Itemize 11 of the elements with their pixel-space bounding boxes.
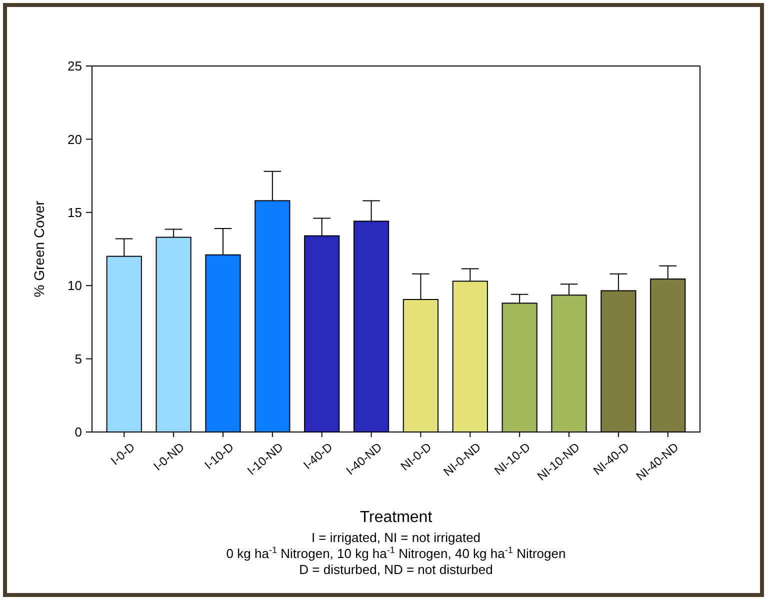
- y-tick-label: 5: [74, 351, 82, 366]
- x-axis-title: Treatment: [360, 509, 433, 526]
- y-tick-label: 15: [68, 204, 82, 220]
- y-tick-label: 20: [68, 132, 82, 147]
- text: I = irrigated, NI = not irrigated: [311, 530, 481, 545]
- y-tick-label: 25: [68, 58, 82, 74]
- y-tick-label: 10: [68, 278, 82, 294]
- text: 0 kg ha$^{-1}$ Nitrogen, 10 kg ha$^{-1}$ Nitrogen, 40 kg ha$^{-1}$ Nitrogen: [226, 545, 566, 561]
- y-tick-label: 0: [74, 424, 82, 440]
- y-axis-title: % Green Cover: [31, 200, 47, 298]
- text: D = disturbed, ND = not disturbed: [299, 562, 493, 577]
